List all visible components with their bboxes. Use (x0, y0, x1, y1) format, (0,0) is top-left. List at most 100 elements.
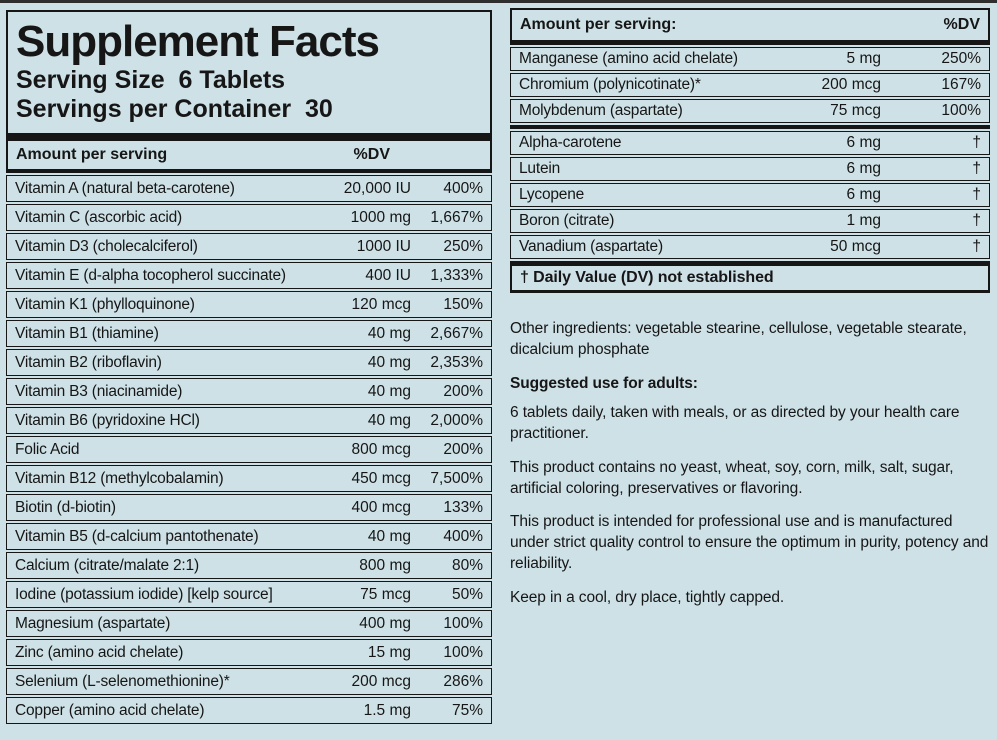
usage-directions: 6 tablets daily, taken with meals, or as… (510, 404, 960, 443)
nutrient-label: Vitamin C (ascorbic acid) (15, 208, 182, 226)
nutrient-row: Copper (amino acid chelate) 1.5 mg 75% (6, 697, 492, 725)
nutrient-row: Molybdenum (aspartate) 75 mcg 100% (510, 99, 990, 123)
serving-size: Serving Size 6 Tablets (16, 65, 286, 94)
nutrient-amount: 6 mg (846, 134, 881, 151)
dv-header: %DV (353, 146, 390, 164)
nutrient-label: Vitamin K1 (phylloquinone) (15, 295, 195, 313)
nutrient-dv: 167% (941, 76, 981, 93)
nutrient-dv: † (972, 160, 981, 177)
nutrient-dv: 100% (443, 614, 483, 632)
nutrient-row: Vitamin D3 (cholecalciferol) 1000 IU 250… (6, 233, 492, 261)
nutrient-label: Manganese (amino acid chelate) (519, 50, 738, 67)
dv-header: %DV (943, 16, 980, 33)
nutrient-label: Boron (citrate) (519, 212, 615, 229)
nutrient-label: Vitamin B1 (thiamine) (15, 324, 159, 342)
nutrient-row: Zinc (amino acid chelate) 15 mg 100% (6, 639, 492, 667)
nutrient-row: Calcium (citrate/malate 2:1) 800 mg 80% (6, 552, 492, 580)
nutrient-amount: 1.5 mg (363, 701, 411, 719)
nutrient-dv: 200% (443, 382, 483, 400)
nutrient-amount: 40 mg (367, 527, 411, 545)
nutrient-amount: 1000 IU (356, 237, 411, 255)
nutrient-row: Vitamin B5 (d-calcium pantothenate) 40 m… (6, 523, 492, 551)
nutrient-amount: 40 mg (367, 353, 411, 371)
nutrient-dv: 250% (443, 237, 483, 255)
nutrient-amount: 800 mg (359, 556, 411, 574)
nutrient-label: Molybdenum (aspartate) (519, 102, 683, 119)
nutrient-label: Vitamin B3 (niacinamide) (15, 382, 183, 400)
nutrient-amount: 75 mcg (360, 585, 411, 603)
nutrient-label: Vitamin B12 (methylcobalamin) (15, 469, 224, 487)
nutrient-amount: 6 mg (846, 186, 881, 203)
suggested-use-heading: Suggested use for adults: (510, 374, 698, 392)
nutrient-row: Vitamin E (d-alpha tocopherol succinate)… (6, 262, 492, 290)
nutrient-row: Vitamin B12 (methylcobalamin) 450 mcg 7,… (6, 465, 492, 493)
storage-statement: Keep in a cool, dry place, tightly cappe… (510, 588, 785, 606)
nutrient-row: Magnesium (aspartate) 400 mg 100% (6, 610, 492, 638)
nutrient-label: Calcium (citrate/malate 2:1) (15, 556, 199, 574)
nutrient-amount: 50 mcg (830, 238, 881, 255)
nutrient-row: Lutein 6 mg † (510, 157, 990, 181)
nutrient-dv: 100% (443, 643, 483, 661)
page-top-rule (0, 0, 997, 3)
nutrient-label: Vitamin E (d-alpha tocopherol succinate) (15, 266, 286, 284)
nutrient-dv: † (972, 186, 981, 203)
amount-per-serving-header: Amount per serving (16, 146, 168, 164)
nutrient-amount: 40 mg (367, 324, 411, 342)
other-ingredients: Other ingredients: vegetable stearine, c… (510, 320, 967, 358)
nutrient-amount: 400 mg (359, 614, 411, 632)
nutrient-label: Lutein (519, 160, 561, 177)
nutrient-row: Vitamin B2 (riboflavin) 40 mg 2,353% (6, 349, 492, 377)
nutrient-row: Vitamin B6 (pyridoxine HCl) 40 mg 2,000% (6, 407, 492, 435)
nutrient-row: Folic Acid 800 mcg 200% (6, 436, 492, 464)
nutrient-label: Alpha-carotene (519, 134, 622, 151)
nutrient-label: Vitamin B6 (pyridoxine HCl) (15, 411, 200, 429)
nutrient-dv: † (972, 134, 981, 151)
nutrient-amount: 1 mg (846, 212, 881, 229)
nutrient-amount: 20,000 IU (343, 179, 411, 197)
nutrient-row: Selenium (L-selenomethionine)* 200 mcg 2… (6, 668, 492, 696)
nutrient-label: Vitamin A (natural beta-carotene) (15, 179, 235, 197)
nutrient-dv: 50% (451, 585, 483, 603)
nutrient-dv: 2,000% (430, 411, 483, 429)
servings-per-container: Servings per Container 30 (16, 94, 333, 123)
nutrient-row: Manganese (amino acid chelate) 5 mg 250% (510, 47, 990, 71)
info-paragraphs: Other ingredients: vegetable stearine, c… (510, 319, 990, 608)
nutrient-label: Zinc (amino acid chelate) (15, 643, 184, 661)
daily-value-footnote: † Daily Value (DV) not established (510, 261, 990, 293)
nutrient-row: Vitamin A (natural beta-carotene) 20,000… (6, 175, 492, 203)
nutrient-label: Vitamin B5 (d-calcium pantothenate) (15, 527, 259, 545)
nutrient-dv: 150% (443, 295, 483, 313)
nutrient-row: Lycopene 6 mg † (510, 183, 990, 207)
nutrient-dv: 1,667% (430, 208, 483, 226)
nutrient-amount: 800 mcg (351, 440, 411, 458)
nutrient-dv: 250% (941, 50, 981, 67)
title-section: Supplement Facts Serving Size 6 Tablets … (8, 12, 490, 133)
nutrient-label: Vanadium (aspartate) (519, 238, 663, 255)
nutrient-dv: 80% (451, 556, 483, 574)
nutrient-dv: 200% (443, 440, 483, 458)
nutrient-dv: 400% (443, 179, 483, 197)
nutrient-dv: 133% (443, 498, 483, 516)
contains-statement: This product contains no yeast, wheat, s… (510, 458, 954, 497)
nutrient-label: Vitamin B2 (riboflavin) (15, 353, 162, 371)
nutrient-label: Magnesium (aspartate) (15, 614, 171, 632)
nutrient-amount: 75 mcg (830, 102, 881, 119)
panel-header-box: Supplement Facts Serving Size 6 Tablets … (6, 10, 492, 174)
column-header-row: Amount per serving %DV (8, 141, 490, 169)
thick-divider-bar (8, 133, 490, 142)
nutrient-label: Biotin (d-biotin) (15, 498, 116, 516)
nutrient-row: Vitamin C (ascorbic acid) 1000 mg 1,667% (6, 204, 492, 232)
nutrient-dv: 400% (443, 527, 483, 545)
nutrient-label: Vitamin D3 (cholecalciferol) (15, 237, 198, 255)
nutrient-amount: 1000 mg (350, 208, 411, 226)
column-header-row: Amount per serving: %DV (510, 8, 990, 45)
nutrient-row: Vitamin B3 (niacinamide) 40 mg 200% (6, 378, 492, 406)
minerals-panel: Amount per serving: %DV Manganese (amino… (510, 8, 990, 621)
nutrient-label: Iodine (potassium iodide) [kelp source] (15, 585, 273, 603)
nutrient-row: Iodine (potassium iodide) [kelp source] … (6, 581, 492, 609)
nutrient-row: Vanadium (aspartate) 50 mcg † (510, 235, 990, 259)
nutrient-row: Boron (citrate) 1 mg † (510, 209, 990, 233)
nutrient-row: Vitamin B1 (thiamine) 40 mg 2,667% (6, 320, 492, 348)
nutrient-dv: † (972, 212, 981, 229)
